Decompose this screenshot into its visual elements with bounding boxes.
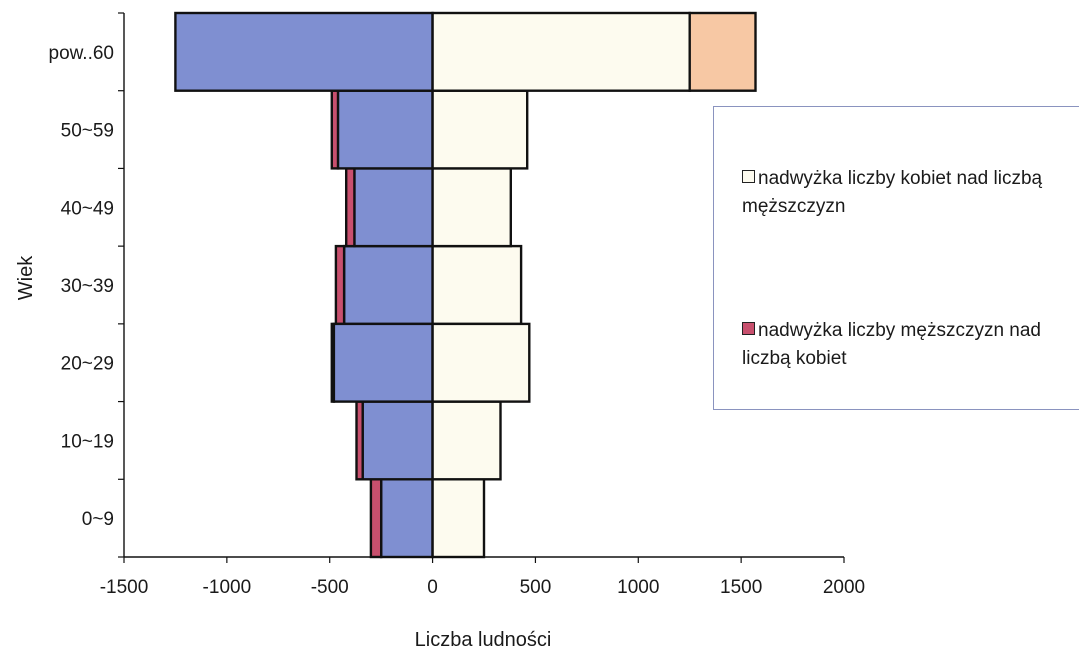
bars-layer: [174, 11, 757, 559]
y-tick-label: 10~19: [61, 431, 114, 452]
bar-women-surplus-pow-60: [688, 11, 757, 92]
legend-swatch-women-surplus: [742, 170, 755, 183]
legend-entry-men-surplus: nadwyżka liczby męższczyzn nad liczbą ko…: [742, 317, 1079, 373]
x-tick-label: -1000: [203, 577, 252, 598]
bar-men-surplus-10-19: [355, 400, 364, 481]
axes-layer: -1500 -1000 -500 0 500 1000 1500 2000 0~9 10~19 20…: [49, 12, 865, 598]
bar-men-pow-60: [174, 11, 434, 92]
bar-men-surplus-40-49: [345, 167, 356, 248]
bar-men-40-49: [353, 167, 434, 248]
bar-women-20-29: [431, 322, 531, 403]
legend: nadwyżka liczby kobiet nad liczbą męższc…: [713, 106, 1079, 410]
bar-men-surplus-20-29: [330, 322, 336, 403]
x-tick-label: 500: [520, 577, 552, 598]
bar-women-30-39: [431, 244, 523, 326]
y-tick-label: 40~49: [61, 198, 114, 219]
bar-men-10-19: [361, 400, 434, 481]
bar-men-surplus-50-59: [330, 89, 340, 170]
bar-men-0-9: [379, 478, 434, 559]
y-tick-label: pow..60: [49, 43, 115, 64]
y-axis-title: Wiek: [15, 255, 37, 300]
bar-women-0-9: [431, 478, 486, 559]
x-tick-label: 1500: [720, 577, 762, 598]
x-tick-label: 2000: [823, 577, 865, 598]
bar-women-pow-60: [431, 11, 691, 92]
bar-women-10-19: [431, 400, 502, 481]
x-axis-title: Liczba ludności: [415, 629, 552, 651]
y-tick-label: 0~9: [82, 509, 114, 530]
bar-men-50-59: [336, 89, 434, 170]
bar-men-30-39: [342, 244, 434, 326]
x-tick-label: 0: [427, 577, 438, 598]
x-tick-label: -1500: [100, 577, 149, 598]
legend-swatch-men-surplus: [742, 322, 755, 335]
x-tick-label: 1000: [617, 577, 659, 598]
bar-men-20-29: [332, 322, 434, 403]
bar-men-surplus-0-9: [369, 478, 383, 559]
legend-label-women-surplus: nadwyżka liczby kobiet nad liczbą męższc…: [742, 168, 1043, 217]
bar-women-40-49: [431, 167, 513, 248]
bar-men-surplus-30-39: [334, 244, 346, 326]
y-tick-label: 50~59: [61, 121, 114, 142]
y-tick-label: 20~29: [61, 354, 114, 375]
legend-entry-women-surplus: nadwyżka liczby kobiet nad liczbą męższc…: [742, 165, 1079, 221]
x-tick-label: -500: [311, 577, 349, 598]
bar-women-50-59: [431, 89, 529, 170]
y-tick-label: 30~39: [61, 276, 114, 297]
legend-label-men-surplus: nadwyżka liczby męższczyzn nad liczbą ko…: [742, 320, 1041, 369]
